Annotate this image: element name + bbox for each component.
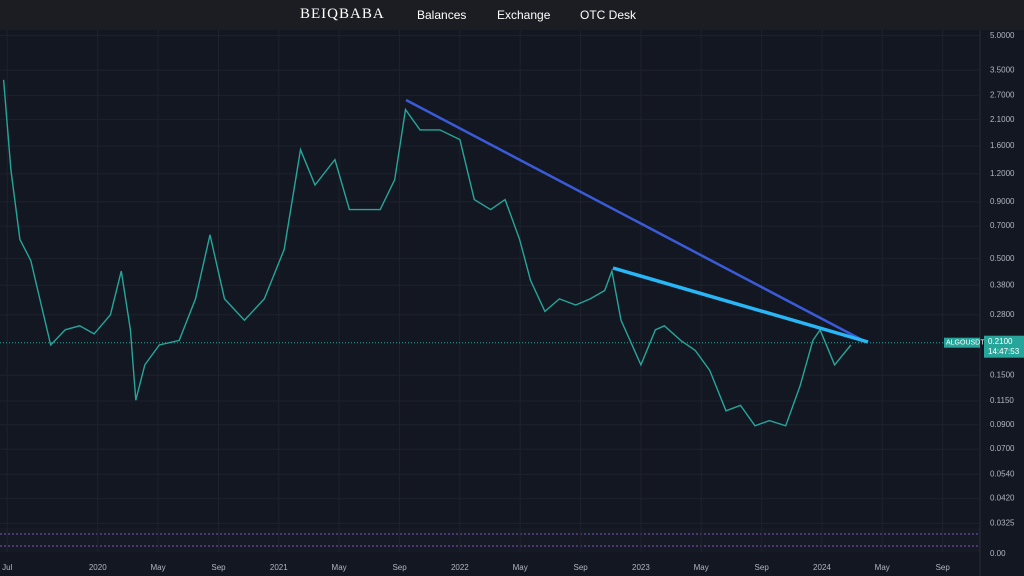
- y-tick-label: 5.0000: [990, 31, 1015, 40]
- y-tick-label: 1.2000: [990, 169, 1015, 178]
- y-tick-label: 0.0325: [990, 519, 1015, 528]
- y-tick-label: 0.0700: [990, 444, 1015, 453]
- x-tick-label: May: [694, 563, 709, 572]
- y-tick-label: 0.9000: [990, 197, 1015, 206]
- y-tick-label: 0.1500: [990, 370, 1015, 379]
- x-tick-label: 2024: [813, 563, 831, 572]
- y-tick-label: 2.7000: [990, 90, 1015, 99]
- symbol-label: ALGOUSDT: [946, 340, 985, 347]
- y-tick-label: 0.0540: [990, 469, 1015, 478]
- y-tick-label: 1.6000: [990, 141, 1015, 150]
- x-tick-label: May: [513, 563, 528, 572]
- chart: 0.00 5.0000 3.5000 2.7000 2.1000 1.6000 1.200…: [0, 30, 1024, 576]
- x-tick-label: Sep: [573, 563, 588, 572]
- y-tick-label: 0.7000: [990, 221, 1015, 230]
- x-tick-label: Sep: [211, 563, 226, 572]
- header: BEIQBABA Balances Exchange OTC Desk: [0, 0, 1024, 30]
- price-label: 0.2100: [988, 337, 1013, 346]
- x-tick-label: 2022: [451, 563, 469, 572]
- y-tick-label: 0.2800: [990, 310, 1015, 319]
- x-tick-label: Sep: [936, 563, 951, 572]
- x-tick-label: May: [332, 563, 347, 572]
- y-tick-label: 0.1150: [990, 396, 1014, 405]
- y-tick-label: 2.1000: [990, 115, 1015, 124]
- y-tick-label: 0.3800: [990, 280, 1015, 289]
- price-line: [2, 79, 852, 427]
- logo[interactable]: BEIQBABA: [300, 6, 385, 22]
- price-tag: [984, 335, 1024, 358]
- y-tick-label: 0.5000: [990, 254, 1015, 263]
- x-tick-label: Jul: [2, 563, 12, 572]
- y-tick-label: 3.5000: [990, 65, 1015, 74]
- x-tick-label: 2023: [632, 563, 650, 572]
- countdown: 14:47:53: [988, 347, 1020, 356]
- y-tick-label: 0.0420: [990, 494, 1015, 503]
- x-tick-label: Sep: [755, 563, 770, 572]
- x-tick-label: 2021: [270, 563, 288, 572]
- axes: 5.0000 3.5000 2.7000 2.1000 1.6000 1.2000 0.90…: [0, 31, 1024, 572]
- symbol-tag: [944, 337, 980, 348]
- x-tick-label: Sep: [392, 563, 407, 572]
- nav-link[interactable]: Exchange: [497, 8, 551, 22]
- grid: [0, 30, 980, 552]
- indicator-label: 0.00: [990, 549, 1006, 558]
- indicator-pane: [0, 528, 980, 552]
- x-tick-label: May: [150, 563, 165, 572]
- y-tick-label: 0.0900: [990, 420, 1015, 429]
- x-tick-label: May: [875, 563, 890, 572]
- trendline: [612, 266, 869, 344]
- trendline: [405, 98, 867, 344]
- x-tick-label: 2020: [89, 563, 107, 572]
- nav-link[interactable]: Balances: [417, 8, 467, 22]
- nav-link[interactable]: OTC Desk: [580, 8, 637, 22]
- plot: [2, 79, 852, 427]
